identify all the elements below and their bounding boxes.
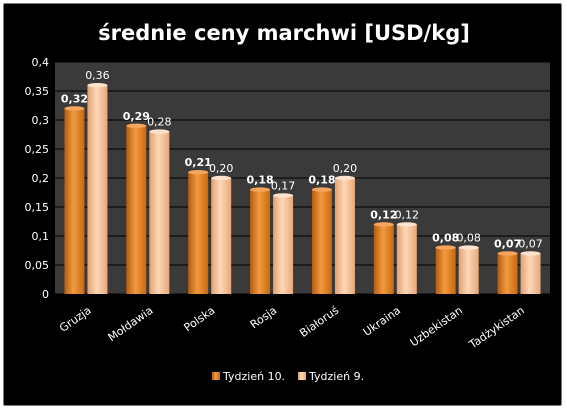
bar-tydzien-9 [520, 253, 541, 294]
x-tick-label: Gruzja [57, 304, 94, 335]
bar-cap [149, 129, 170, 134]
x-axis-tick-labels: Gruzja Mołdawia Polska Rosja Białoruś Ukraina… [57, 304, 527, 352]
x-tick-label: Ukraina [361, 304, 403, 339]
bar-tydzien-10 [497, 253, 518, 294]
bar-tydzien-10 [311, 189, 332, 294]
bar-tydzien-9 [211, 178, 232, 294]
y-tick-label: 0,35 [25, 85, 50, 98]
y-tick-label: 0,4 [32, 56, 50, 69]
data-label: 0,12 [370, 208, 397, 221]
x-tick-label: Polska [182, 304, 218, 335]
bar-tydzien-10 [250, 189, 271, 294]
data-label: 0,29 [123, 110, 150, 123]
bars [64, 83, 541, 295]
x-tick-label: Uzbekistan [408, 304, 465, 350]
legend-label: Tydzień 10. [222, 370, 285, 383]
x-tick-label: Mołdawia [106, 304, 156, 344]
legend-swatch [298, 372, 306, 380]
data-label: 0,17 [271, 179, 296, 192]
bar-tydzien-10 [188, 172, 209, 294]
bar-tydzien-10 [64, 108, 85, 295]
data-label: 0,12 [395, 208, 420, 221]
data-label: 0,18 [246, 174, 273, 187]
legend: Tydzień 10. Tydzień 9. [212, 370, 364, 383]
data-label: 0,08 [456, 232, 481, 245]
y-tick-label: 0,05 [25, 259, 50, 272]
y-axis-tick-labels: 0 0,05 0,1 0,15 0,2 0,25 0,3 0,35 0,4 [25, 56, 50, 301]
bar-cap [520, 251, 541, 256]
y-tick-label: 0,2 [32, 172, 50, 185]
x-tick-label: Tadżykistan [466, 304, 527, 352]
y-tick-label: 0,3 [32, 114, 50, 127]
data-labels: 0,320,360,290,280,210,200,180,17 0,180,20… [61, 69, 543, 250]
data-label: 0,32 [61, 92, 88, 105]
bar-tydzien-9 [87, 85, 108, 294]
bar-cap [373, 222, 394, 227]
bar-cap [334, 175, 355, 181]
bar-cap [126, 123, 147, 128]
data-label: 0,08 [432, 232, 459, 245]
bar-tydzien-9 [149, 131, 170, 294]
data-label: 0,07 [518, 237, 543, 250]
bar-cap [250, 187, 271, 192]
bar-cap [87, 83, 108, 88]
bar-tydzien-10 [435, 247, 456, 294]
bar-tydzien-9 [458, 247, 479, 294]
bar-cap [188, 170, 209, 175]
legend-swatch [212, 372, 220, 380]
y-tick-label: 0,25 [25, 143, 50, 156]
bar-tydzien-9 [334, 178, 355, 294]
data-label: 0,36 [85, 69, 110, 82]
data-label: 0,20 [209, 162, 234, 175]
bar-cap [311, 187, 332, 192]
chart-title: średnie ceny marchwi [USD/kg] [98, 21, 470, 45]
y-tick-label: 0,1 [32, 230, 50, 243]
x-tick-label: Białoruś [297, 304, 341, 340]
y-tick-label: 0 [42, 288, 49, 301]
bar-tydzien-10 [373, 224, 394, 294]
bar-tydzien-9 [396, 224, 417, 294]
bar-cap [211, 175, 232, 181]
y-tick-label: 0,15 [25, 201, 50, 214]
legend-label: Tydzień 9. [308, 370, 364, 383]
bar-cap [273, 193, 294, 198]
bar-cap [497, 251, 518, 256]
bar-cap [396, 222, 417, 227]
bar-tydzien-9 [273, 195, 294, 294]
bar-cap [435, 245, 456, 250]
data-label: 0,07 [494, 237, 521, 250]
data-label: 0,21 [185, 156, 212, 169]
bar-cap [64, 106, 85, 111]
data-label: 0,20 [333, 162, 358, 175]
bar-cap [458, 245, 479, 250]
x-tick-label: Rosja [248, 304, 280, 332]
data-label: 0,28 [147, 116, 172, 129]
data-label: 0,18 [308, 174, 335, 187]
bar-tydzien-10 [126, 125, 147, 294]
